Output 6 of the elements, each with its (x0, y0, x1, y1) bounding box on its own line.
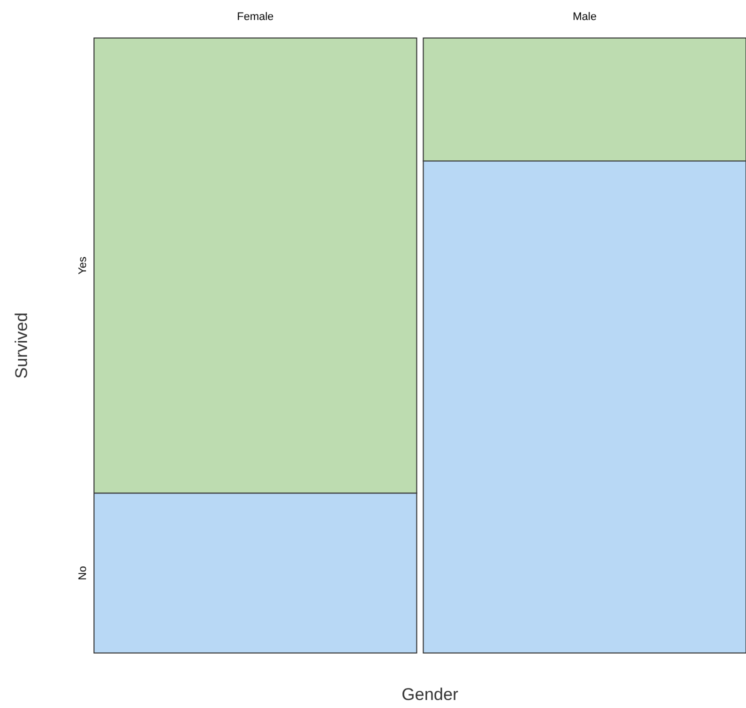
x-tick-label: Female (237, 11, 274, 23)
y-axis-title: Survived (12, 312, 31, 379)
x-axis-title: Gender (402, 685, 459, 704)
text: No (77, 566, 89, 580)
x-tick-label: Male (572, 11, 597, 23)
text: Yes (77, 256, 89, 275)
